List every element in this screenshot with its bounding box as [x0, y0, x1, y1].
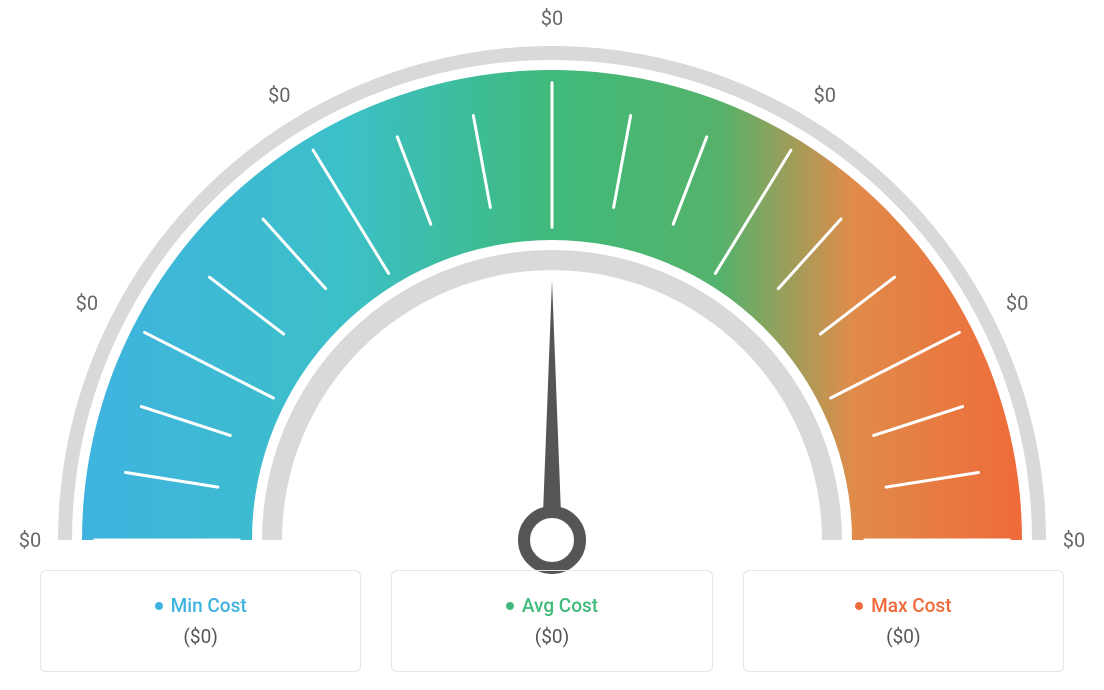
- legend-dot-avg: [506, 602, 514, 610]
- legend-title-min: Min Cost: [155, 594, 247, 617]
- legend-dot-max: [855, 602, 863, 610]
- gauge-tick-label: $0: [1063, 528, 1085, 552]
- gauge-tick-label: $0: [19, 528, 41, 552]
- legend-value-avg: ($0): [535, 625, 569, 648]
- gauge-svg: [0, 20, 1104, 580]
- legend-label-max: Max Cost: [871, 594, 951, 617]
- legend-row: Min Cost ($0) Avg Cost ($0) Max Cost ($0…: [0, 570, 1104, 690]
- legend-title-max: Max Cost: [855, 594, 951, 617]
- legend-card-max: Max Cost ($0): [743, 570, 1064, 672]
- gauge-tick-label: $0: [541, 6, 563, 30]
- legend-title-avg: Avg Cost: [506, 594, 598, 617]
- legend-value-max: ($0): [886, 625, 920, 648]
- gauge-tick-label: $0: [268, 83, 290, 107]
- legend-label-avg: Avg Cost: [522, 594, 598, 617]
- gauge-tick-label: $0: [1006, 291, 1028, 315]
- legend-value-min: ($0): [183, 625, 217, 648]
- legend-dot-min: [155, 602, 163, 610]
- legend-label-min: Min Cost: [171, 594, 247, 617]
- gauge-tick-label: $0: [813, 83, 835, 107]
- cost-gauge-infographic: $0 $0 $0 $0 $0 $0 $0 Min Cost ($0) Avg Cost ($…: [0, 0, 1104, 690]
- legend-card-min: Min Cost ($0): [40, 570, 361, 672]
- legend-card-avg: Avg Cost ($0): [391, 570, 712, 672]
- gauge-area: $0 $0 $0 $0 $0 $0 $0: [0, 0, 1104, 560]
- gauge-tick-label: $0: [76, 291, 98, 315]
